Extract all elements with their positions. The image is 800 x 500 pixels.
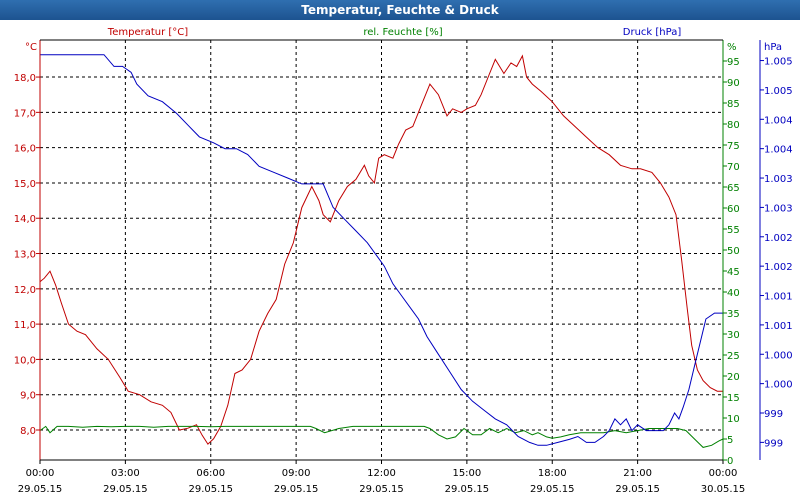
humidity-tick-label: 65 [727, 183, 740, 194]
humidity-tick-label: 85 [727, 99, 740, 110]
humidity-tick-label: 20 [727, 372, 740, 383]
x-tick-time: 03:00 [111, 468, 140, 479]
pressure-series-line [40, 54, 723, 446]
x-tick-date: 29.05.15 [530, 484, 575, 495]
pressure-tick-label: 999 [764, 409, 783, 420]
x-tick-date: 29.05.15 [615, 484, 660, 495]
humidity-tick-label: 80 [727, 120, 740, 131]
x-tick-date: 30.05.15 [701, 484, 746, 495]
humidity-tick-label: 15 [727, 393, 740, 404]
temperature-tick-label: 11,0 [14, 320, 36, 331]
temperature-tick-label: 15,0 [14, 179, 36, 190]
x-tick-time: 09:00 [282, 468, 311, 479]
pressure-tick-label: 999 [764, 438, 783, 449]
x-tick-time: 18:00 [538, 468, 567, 479]
humidity-tick-label: 90 [727, 78, 740, 89]
temperature-tick-label: 9,0 [20, 391, 36, 402]
series-group [39, 54, 724, 448]
temperature-unit-label: °C [25, 42, 37, 53]
pressure-tick-label: 1.001 [764, 292, 793, 303]
axis-labels: 00:00 29.05.15 03:00 29.05.15 06:00 29.05.15 0… [14, 27, 793, 495]
humidity-tick-label: 95 [727, 57, 740, 68]
chart-title-bar: Temperatur, Feuchte & Druck [0, 0, 800, 20]
pressure-tick-label: 1.003 [764, 203, 793, 214]
x-tick-date: 29.05.15 [188, 484, 233, 495]
humidity-tick-label: 5 [727, 435, 733, 446]
pressure-tick-label: 1.004 [764, 115, 793, 126]
pressure-tick-label: 1.005 [764, 86, 793, 97]
pressure-tick-label: 1.000 [764, 380, 793, 391]
temperature-tick-label: 17,0 [14, 108, 36, 119]
pressure-tick-label: 1.004 [764, 145, 793, 156]
pressure-tick-label: 1.003 [764, 174, 793, 185]
pressure-unit-label: hPa [764, 42, 782, 53]
humidity-axis-title: rel. Feuchte [%] [363, 27, 442, 38]
axes-group [36, 39, 764, 464]
pressure-tick-label: 1.000 [764, 350, 793, 361]
x-tick-time: 06:00 [196, 468, 225, 479]
humidity-tick-label: 30 [727, 330, 740, 341]
humidity-series-line [39, 425, 724, 448]
x-tick-date: 29.05.15 [103, 484, 148, 495]
x-tick-date: 29.05.15 [274, 484, 319, 495]
humidity-tick-label: 35 [727, 309, 740, 320]
temperature-tick-label: 14,0 [14, 214, 36, 225]
pressure-axis-title: Druck [hPa] [623, 27, 682, 38]
chart-title: Temperatur, Feuchte & Druck [301, 3, 499, 17]
humidity-unit-label: % [727, 42, 737, 53]
temperature-axis-title: Temperatur [°C] [107, 27, 188, 38]
pressure-tick-label: 1.002 [764, 233, 793, 244]
x-tick-time: 00:00 [709, 468, 738, 479]
humidity-tick-label: 55 [727, 225, 740, 236]
temperature-tick-label: 16,0 [14, 144, 36, 155]
x-tick-time: 21:00 [623, 468, 652, 479]
x-tick-time: 15:00 [452, 468, 481, 479]
humidity-tick-label: 45 [727, 267, 740, 278]
humidity-tick-label: 0 [727, 456, 733, 467]
x-tick-date: 29.05.15 [18, 484, 63, 495]
temperature-tick-label: 12,0 [14, 285, 36, 296]
temperature-tick-label: 10,0 [14, 355, 36, 366]
humidity-tick-label: 50 [727, 246, 740, 257]
x-tick-time: 00:00 [26, 468, 55, 479]
humidity-tick-label: 75 [727, 141, 740, 152]
humidity-tick-label: 40 [727, 288, 740, 299]
x-tick-time: 12:00 [367, 468, 396, 479]
pressure-tick-label: 1.001 [764, 321, 793, 332]
humidity-tick-label: 60 [727, 204, 740, 215]
x-tick-date: 29.05.15 [445, 484, 490, 495]
pressure-tick-label: 1.005 [764, 57, 793, 68]
temperature-tick-label: 8,0 [20, 426, 36, 437]
temperature-tick-label: 13,0 [14, 250, 36, 261]
humidity-tick-label: 25 [727, 351, 740, 362]
grid-lines [40, 40, 723, 460]
humidity-tick-label: 10 [727, 414, 740, 425]
x-tick-date: 29.05.15 [359, 484, 404, 495]
pressure-tick-label: 1.002 [764, 262, 793, 273]
temperature-series-line [39, 54, 723, 445]
humidity-tick-label: 70 [727, 162, 740, 173]
temperature-tick-label: 18,0 [14, 73, 36, 84]
